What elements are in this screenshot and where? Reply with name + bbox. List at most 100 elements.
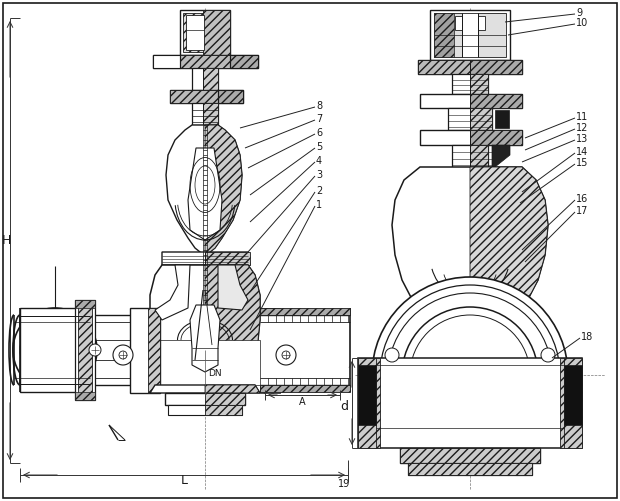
Bar [408, 463, 532, 475]
Bar [168, 405, 242, 415]
Bar [180, 10, 230, 55]
Bar [564, 365, 582, 425]
Circle shape [458, 363, 482, 387]
Polygon shape [162, 252, 250, 265]
Bar [20, 308, 90, 392]
Circle shape [541, 348, 555, 362]
Polygon shape [492, 145, 510, 167]
Circle shape [380, 285, 560, 465]
Text: 8: 8 [316, 101, 322, 111]
Text: 15: 15 [576, 158, 588, 168]
Polygon shape [560, 358, 582, 448]
Polygon shape [400, 448, 540, 463]
Text: L: L [180, 473, 187, 486]
Bar [186, 15, 204, 50]
Bar [455, 16, 485, 30]
Polygon shape [205, 252, 250, 265]
Circle shape [89, 344, 101, 356]
Text: d: d [340, 399, 348, 412]
Polygon shape [190, 305, 220, 372]
Text: 6: 6 [316, 128, 322, 138]
Bar [430, 10, 510, 60]
Circle shape [119, 351, 127, 359]
Bar [495, 110, 509, 128]
Bar [434, 13, 506, 57]
Text: A: A [299, 397, 305, 407]
Polygon shape [260, 385, 280, 393]
Bar [150, 340, 260, 385]
Bar [260, 308, 350, 315]
Polygon shape [75, 300, 95, 308]
Bar [192, 103, 218, 125]
Polygon shape [470, 145, 488, 167]
Text: 16: 16 [576, 194, 588, 204]
Polygon shape [170, 90, 243, 103]
Polygon shape [188, 148, 222, 240]
Polygon shape [203, 103, 218, 125]
Circle shape [20, 315, 90, 385]
Polygon shape [408, 463, 532, 475]
Text: 17: 17 [576, 206, 588, 216]
Text: 14: 14 [576, 147, 588, 157]
Polygon shape [392, 167, 548, 343]
Text: 4: 4 [316, 156, 322, 166]
Polygon shape [166, 125, 242, 255]
Polygon shape [218, 265, 248, 310]
Bar [448, 108, 492, 130]
Text: 12: 12 [576, 123, 588, 133]
Polygon shape [155, 265, 190, 320]
Polygon shape [205, 393, 245, 405]
Bar [452, 145, 488, 167]
Polygon shape [470, 343, 528, 358]
Polygon shape [205, 385, 260, 393]
Polygon shape [470, 108, 492, 130]
Polygon shape [412, 343, 528, 358]
Bar [358, 358, 582, 448]
Circle shape [402, 307, 538, 443]
Polygon shape [130, 378, 150, 385]
Circle shape [385, 348, 399, 362]
Polygon shape [470, 130, 522, 145]
Bar [464, 14, 476, 52]
Polygon shape [470, 74, 488, 94]
Polygon shape [218, 90, 243, 103]
Text: 13: 13 [576, 134, 588, 144]
Text: 7: 7 [316, 114, 322, 124]
Bar [260, 385, 350, 392]
Polygon shape [230, 55, 258, 68]
Polygon shape [358, 358, 380, 448]
Text: 2: 2 [316, 186, 322, 196]
Text: 1: 1 [316, 200, 322, 210]
Circle shape [13, 308, 97, 392]
Polygon shape [153, 55, 258, 68]
Polygon shape [150, 265, 260, 385]
Polygon shape [203, 68, 218, 90]
Bar [75, 300, 95, 400]
Polygon shape [205, 265, 260, 385]
Polygon shape [170, 90, 243, 103]
Circle shape [388, 293, 552, 457]
Text: 9: 9 [576, 8, 582, 18]
Polygon shape [418, 60, 522, 74]
Text: 19: 19 [338, 479, 350, 489]
Circle shape [27, 322, 83, 378]
Polygon shape [165, 393, 245, 405]
Polygon shape [470, 60, 522, 74]
Polygon shape [75, 392, 95, 400]
Circle shape [282, 351, 290, 359]
Polygon shape [153, 55, 258, 68]
Polygon shape [203, 10, 230, 55]
Polygon shape [148, 308, 160, 393]
Circle shape [372, 277, 568, 473]
Polygon shape [418, 60, 522, 74]
Text: DN: DN [208, 370, 221, 378]
Bar [452, 74, 488, 94]
Text: H: H [1, 233, 11, 246]
Text: 3: 3 [316, 170, 322, 180]
Text: 5: 5 [316, 142, 322, 152]
Text: 11: 11 [576, 112, 588, 122]
Polygon shape [153, 55, 180, 68]
Polygon shape [470, 94, 522, 108]
Polygon shape [130, 315, 150, 322]
Polygon shape [470, 167, 548, 343]
